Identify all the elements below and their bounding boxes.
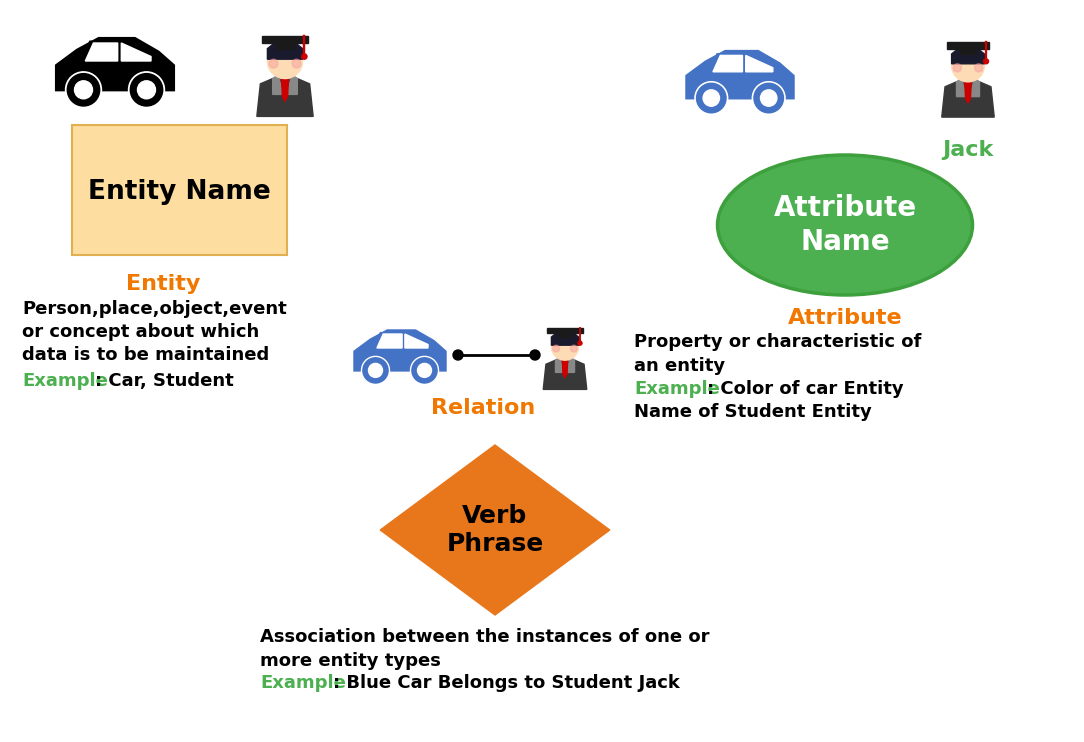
- Text: Example: Example: [260, 674, 346, 692]
- Text: Verb
Phrase: Verb Phrase: [447, 504, 543, 556]
- Circle shape: [65, 72, 102, 108]
- Circle shape: [280, 70, 291, 80]
- Polygon shape: [273, 75, 283, 94]
- Circle shape: [704, 90, 720, 106]
- Circle shape: [952, 49, 984, 82]
- Polygon shape: [377, 334, 402, 348]
- Circle shape: [138, 81, 155, 99]
- Polygon shape: [946, 42, 990, 49]
- Polygon shape: [713, 56, 743, 72]
- Text: Association between the instances of one or: Association between the instances of one…: [260, 628, 710, 646]
- Circle shape: [553, 345, 559, 352]
- Polygon shape: [121, 43, 151, 61]
- Polygon shape: [965, 80, 971, 103]
- Polygon shape: [405, 334, 428, 348]
- Text: Relation: Relation: [430, 398, 535, 418]
- Circle shape: [453, 350, 463, 360]
- Polygon shape: [970, 79, 980, 96]
- Polygon shape: [566, 358, 575, 372]
- Circle shape: [975, 64, 983, 72]
- Circle shape: [578, 341, 582, 345]
- Polygon shape: [257, 75, 313, 116]
- Polygon shape: [959, 48, 977, 54]
- Polygon shape: [287, 75, 297, 94]
- Circle shape: [752, 82, 785, 114]
- Text: Entity: Entity: [126, 274, 201, 294]
- Circle shape: [761, 90, 777, 106]
- Circle shape: [983, 59, 989, 64]
- Polygon shape: [942, 79, 994, 117]
- Polygon shape: [262, 36, 308, 43]
- Circle shape: [963, 73, 973, 84]
- Circle shape: [75, 81, 92, 99]
- Circle shape: [292, 59, 301, 68]
- Text: Property or characteristic of: Property or characteristic of: [634, 333, 921, 351]
- Circle shape: [695, 82, 727, 114]
- Circle shape: [130, 73, 163, 106]
- Text: Jack: Jack: [942, 140, 994, 160]
- Text: Person,place,object,event: Person,place,object,event: [22, 300, 287, 318]
- Text: Example: Example: [634, 380, 720, 398]
- Text: Attribute
Name: Attribute Name: [774, 194, 917, 256]
- Circle shape: [369, 364, 383, 378]
- Polygon shape: [709, 53, 776, 73]
- Text: an entity: an entity: [634, 357, 725, 375]
- Text: Name of Student Entity: Name of Student Entity: [634, 403, 872, 421]
- Text: : Color of car Entity: : Color of car Entity: [707, 380, 904, 398]
- Circle shape: [552, 333, 579, 360]
- Polygon shape: [543, 358, 586, 390]
- Circle shape: [570, 345, 578, 352]
- Polygon shape: [686, 51, 793, 98]
- Polygon shape: [563, 359, 568, 378]
- Circle shape: [363, 358, 388, 383]
- Circle shape: [417, 364, 431, 378]
- Circle shape: [754, 83, 784, 113]
- Polygon shape: [86, 43, 118, 61]
- FancyBboxPatch shape: [72, 125, 287, 255]
- Text: Attribute: Attribute: [788, 308, 902, 328]
- Polygon shape: [373, 332, 430, 349]
- Circle shape: [129, 72, 165, 108]
- Circle shape: [412, 358, 437, 383]
- Text: or concept about which: or concept about which: [22, 323, 259, 341]
- Polygon shape: [81, 42, 155, 63]
- Polygon shape: [268, 40, 302, 59]
- Circle shape: [67, 73, 100, 106]
- Polygon shape: [952, 46, 984, 64]
- Circle shape: [560, 353, 569, 361]
- Circle shape: [530, 350, 540, 360]
- Circle shape: [268, 43, 302, 79]
- Polygon shape: [746, 56, 773, 72]
- Polygon shape: [282, 77, 288, 102]
- Text: : Car, Student: : Car, Student: [95, 372, 234, 390]
- Polygon shape: [354, 330, 446, 370]
- Circle shape: [953, 64, 962, 72]
- Circle shape: [301, 54, 307, 59]
- Polygon shape: [547, 327, 583, 333]
- Text: Example: Example: [22, 372, 108, 390]
- Polygon shape: [552, 330, 579, 345]
- Polygon shape: [555, 358, 564, 372]
- Circle shape: [411, 356, 439, 384]
- Polygon shape: [276, 42, 294, 49]
- Circle shape: [269, 59, 278, 68]
- Polygon shape: [56, 39, 173, 90]
- Ellipse shape: [718, 155, 972, 295]
- Circle shape: [697, 83, 726, 113]
- Text: more entity types: more entity types: [260, 652, 441, 670]
- Text: : Blue Car Belongs to Student Jack: : Blue Car Belongs to Student Jack: [333, 674, 680, 692]
- Text: Entity Name: Entity Name: [88, 179, 270, 205]
- Polygon shape: [956, 79, 966, 96]
- Polygon shape: [380, 445, 609, 615]
- Circle shape: [361, 356, 389, 384]
- Polygon shape: [558, 332, 571, 337]
- Text: data is to be maintained: data is to be maintained: [22, 346, 269, 364]
